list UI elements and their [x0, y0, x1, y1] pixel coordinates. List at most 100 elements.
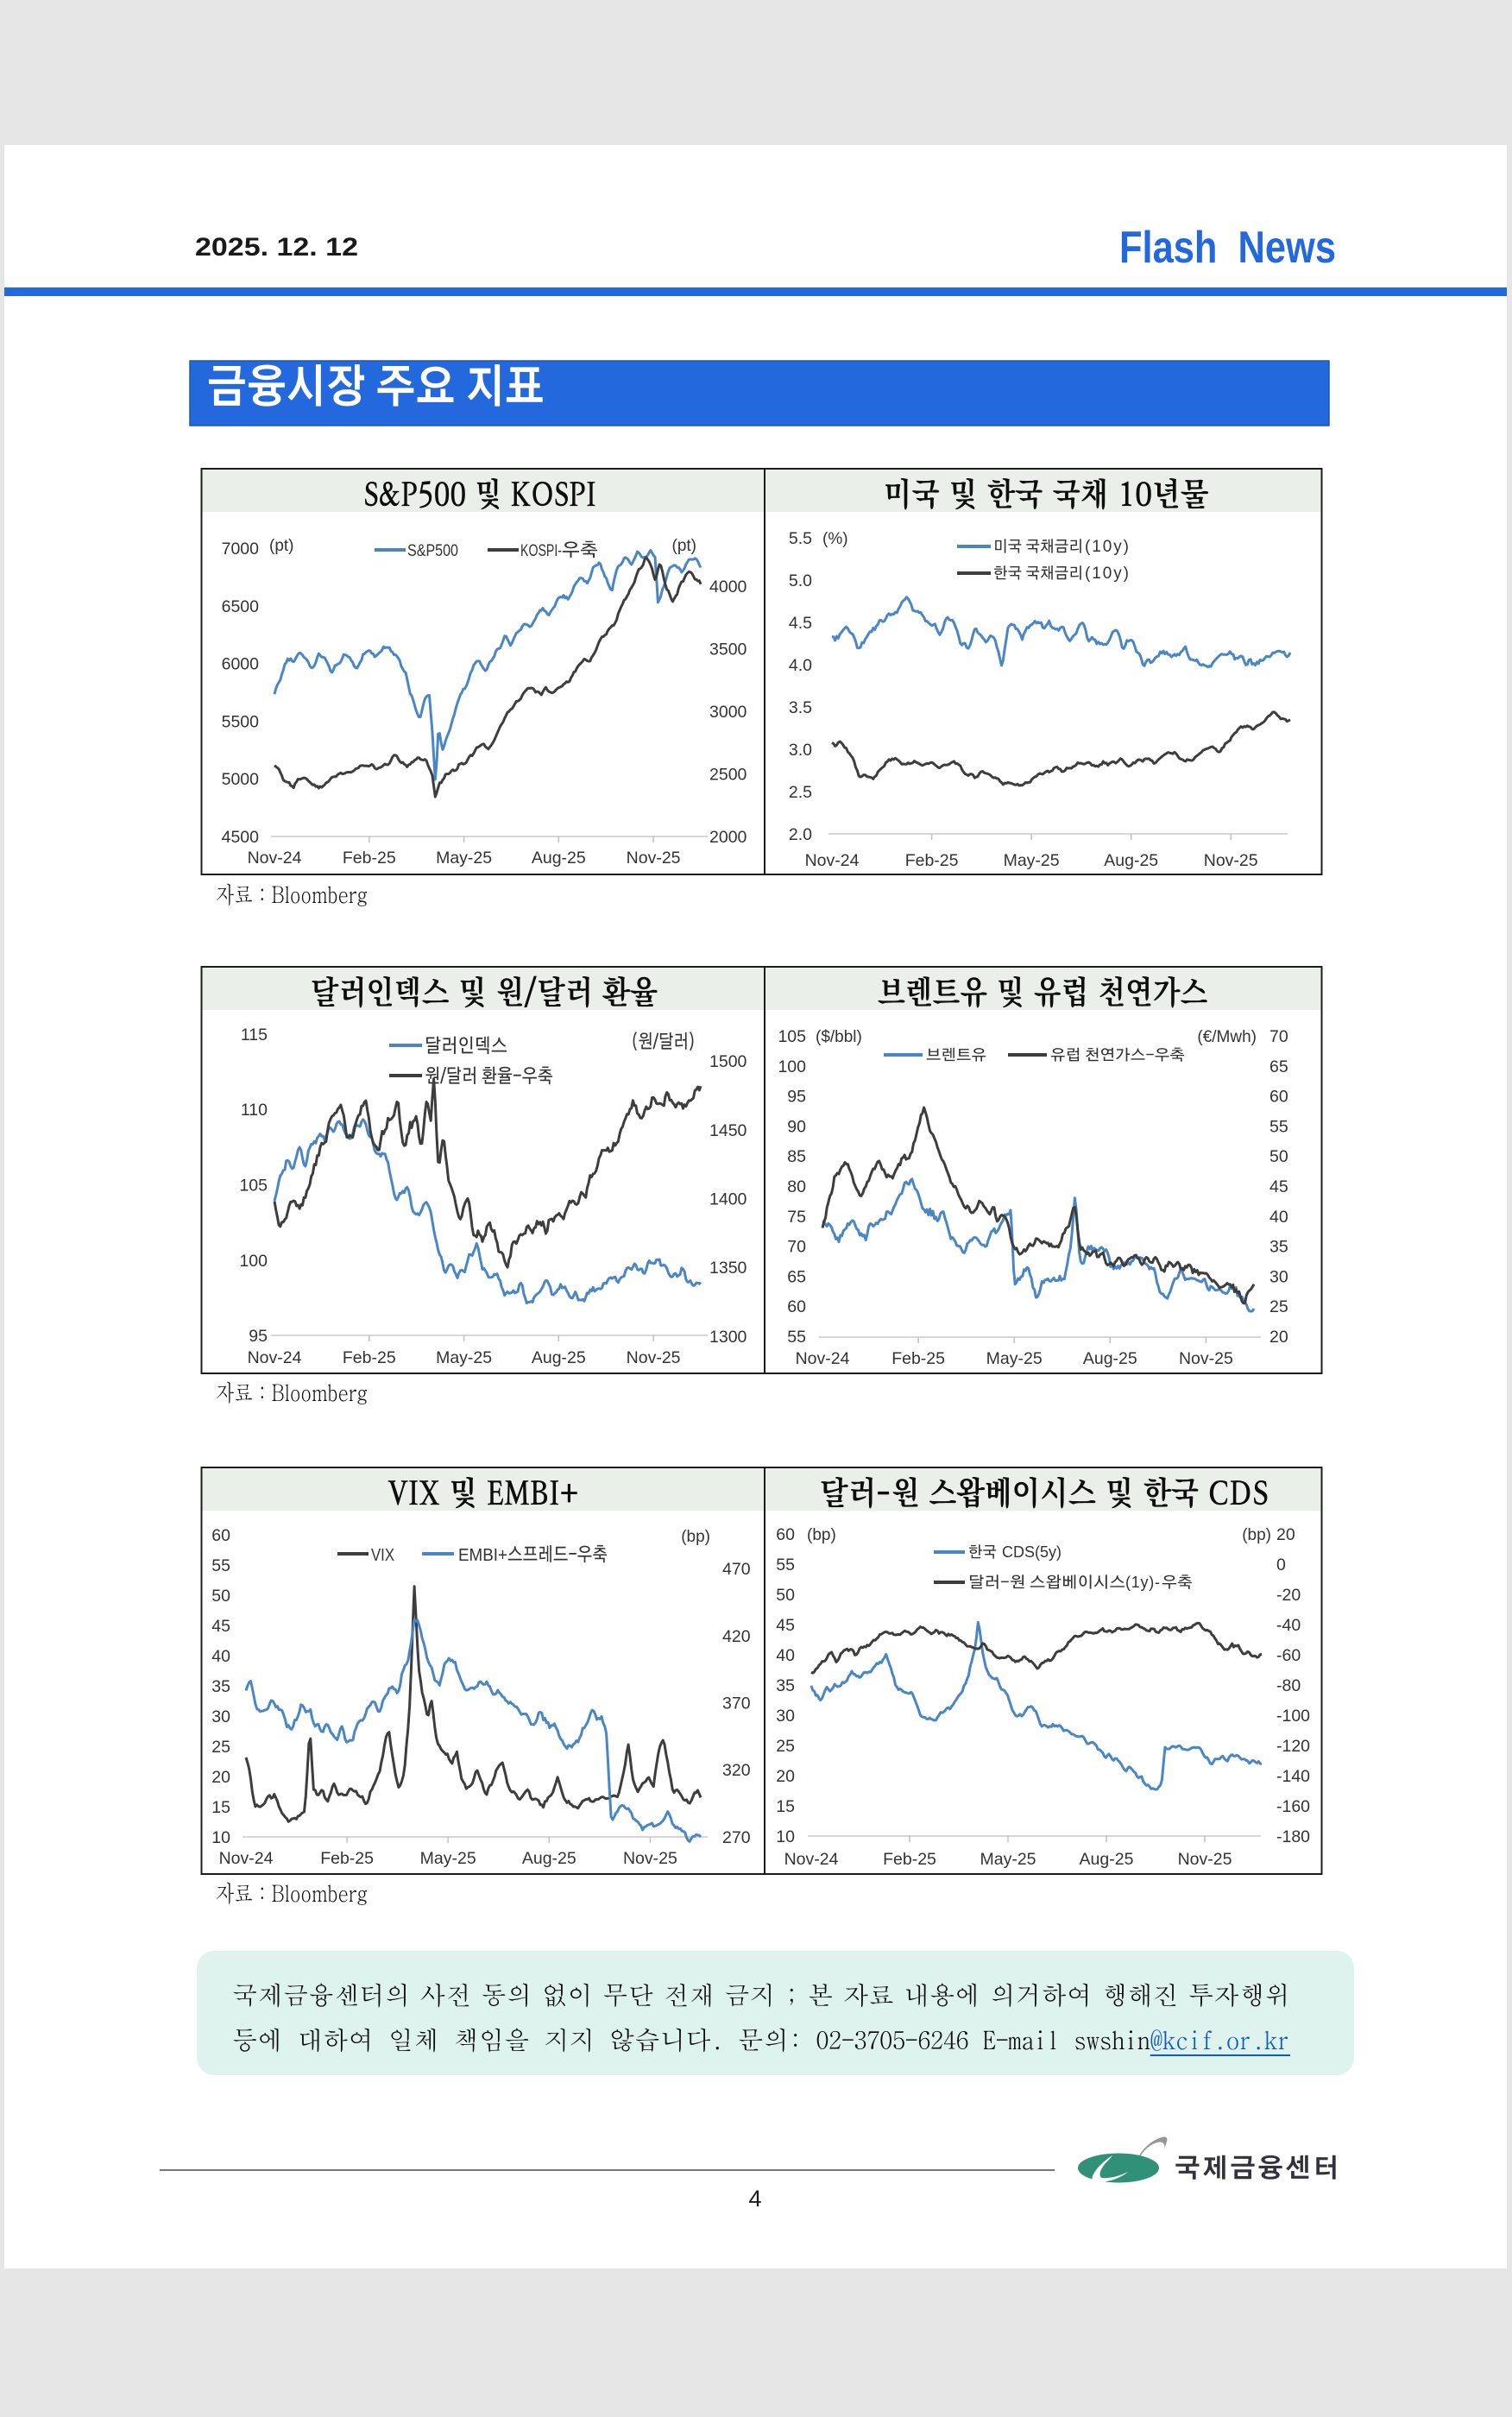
svg-text:70: 70 — [787, 1238, 806, 1257]
svg-text:Feb-25: Feb-25 — [343, 1348, 396, 1367]
svg-text:Nov-25: Nov-25 — [627, 1348, 681, 1367]
svg-text:Feb-25: Feb-25 — [891, 1349, 945, 1368]
svg-text:4500: 4500 — [222, 828, 260, 847]
svg-text:20: 20 — [1276, 1525, 1295, 1544]
svg-text:5.5: 5.5 — [789, 529, 812, 548]
svg-text:4.5: 4.5 — [789, 614, 812, 633]
svg-text:90: 90 — [787, 1117, 806, 1136]
svg-text:3.5: 3.5 — [789, 698, 812, 717]
svg-text:Nov-24: Nov-24 — [248, 849, 302, 868]
svg-text:Aug-25: Aug-25 — [532, 1348, 586, 1367]
svg-text:5000: 5000 — [222, 770, 260, 789]
svg-text:Feb-25: Feb-25 — [320, 1849, 374, 1868]
svg-text:-120: -120 — [1276, 1737, 1310, 1756]
svg-text:65: 65 — [787, 1267, 806, 1286]
svg-text:Feb-25: Feb-25 — [905, 851, 959, 870]
svg-text:4000: 4000 — [709, 577, 747, 596]
svg-text:3.0: 3.0 — [789, 741, 812, 760]
svg-text:May-25: May-25 — [436, 849, 492, 868]
svg-text:100: 100 — [778, 1057, 806, 1076]
svg-text:7000: 7000 — [222, 540, 260, 558]
svg-text:Nov-24: Nov-24 — [805, 851, 860, 870]
svg-text:(bp): (bp) — [1242, 1526, 1271, 1544]
svg-text:45: 45 — [211, 1617, 230, 1636]
svg-text:1500: 1500 — [709, 1052, 747, 1071]
svg-text:60: 60 — [787, 1297, 806, 1316]
svg-text:45: 45 — [776, 1616, 795, 1635]
svg-text:Nov-24: Nov-24 — [248, 1348, 302, 1367]
svg-text:60: 60 — [1269, 1088, 1288, 1107]
svg-text:May-25: May-25 — [1004, 851, 1060, 870]
svg-text:1350: 1350 — [709, 1259, 747, 1278]
svg-text:115: 115 — [241, 1025, 268, 1044]
svg-text:60: 60 — [776, 1525, 795, 1544]
svg-text:(bp): (bp) — [807, 1526, 836, 1544]
svg-text:50: 50 — [211, 1587, 230, 1606]
svg-text:370: 370 — [722, 1694, 751, 1713]
svg-text:75: 75 — [787, 1208, 806, 1227]
svg-text:-60: -60 — [1276, 1646, 1301, 1665]
svg-text:(€/Mwh): (€/Mwh) — [1197, 1028, 1257, 1046]
svg-text:(%): (%) — [822, 530, 848, 548]
svg-text:70: 70 — [1269, 1027, 1288, 1046]
svg-text:80: 80 — [787, 1177, 806, 1196]
svg-text:Aug-25: Aug-25 — [522, 1849, 576, 1868]
svg-text:25: 25 — [1269, 1297, 1288, 1316]
svg-text:-180: -180 — [1276, 1827, 1310, 1846]
svg-text:Aug-25: Aug-25 — [1080, 1850, 1134, 1869]
svg-text:40: 40 — [211, 1647, 230, 1666]
svg-text:VIX: VIX — [371, 1546, 394, 1565]
svg-text:95: 95 — [249, 1327, 268, 1346]
svg-text:40: 40 — [1269, 1208, 1288, 1227]
svg-text:(bp): (bp) — [681, 1528, 710, 1546]
svg-text:65: 65 — [1269, 1057, 1288, 1076]
svg-text:May-25: May-25 — [980, 1850, 1036, 1869]
svg-text:Nov-24: Nov-24 — [784, 1850, 839, 1869]
svg-text:20: 20 — [211, 1768, 230, 1787]
svg-text:Nov-25: Nov-25 — [623, 1849, 677, 1868]
svg-text:55: 55 — [1269, 1117, 1288, 1136]
svg-text:1400: 1400 — [709, 1190, 747, 1209]
svg-text:EMBI+: EMBI+ — [458, 1546, 507, 1565]
svg-text:1300: 1300 — [709, 1328, 747, 1347]
svg-text:5.0: 5.0 — [789, 571, 812, 590]
svg-text:-140: -140 — [1276, 1767, 1310, 1786]
svg-text:S&P500: S&P500 — [407, 542, 458, 560]
svg-text:($/bbl): ($/bbl) — [816, 1028, 862, 1046]
svg-text:2500: 2500 — [709, 766, 747, 785]
svg-text:270: 270 — [722, 1828, 751, 1847]
svg-text:May-25: May-25 — [436, 1348, 492, 1367]
svg-text:1450: 1450 — [709, 1121, 747, 1140]
svg-text:50: 50 — [1269, 1147, 1288, 1166]
svg-text:5500: 5500 — [222, 712, 260, 731]
svg-text:4.0: 4.0 — [789, 656, 812, 675]
svg-text:2025. 12. 12: 2025. 12. 12 — [195, 233, 358, 262]
svg-text:45: 45 — [1269, 1177, 1288, 1196]
svg-text:(10y): (10y) — [1085, 565, 1129, 583]
svg-text:55: 55 — [211, 1556, 230, 1575]
svg-text:Nov-25: Nov-25 — [1204, 851, 1258, 870]
svg-text:470: 470 — [722, 1560, 751, 1579]
svg-text:4: 4 — [748, 2186, 761, 2212]
svg-text:Feb-25: Feb-25 — [343, 849, 396, 868]
svg-text:105: 105 — [778, 1027, 806, 1046]
svg-text:35: 35 — [776, 1676, 795, 1695]
svg-text:May-25: May-25 — [986, 1349, 1043, 1368]
svg-text:420: 420 — [722, 1627, 751, 1646]
svg-text:(10y): (10y) — [1085, 538, 1129, 556]
svg-text:35: 35 — [211, 1677, 230, 1696]
svg-text:2000: 2000 — [709, 828, 747, 847]
svg-text:10: 10 — [776, 1827, 795, 1846]
svg-text:30: 30 — [1269, 1267, 1288, 1286]
svg-text:85: 85 — [787, 1147, 806, 1166]
svg-text:Nov-24: Nov-24 — [219, 1849, 274, 1868]
svg-text:-20: -20 — [1276, 1586, 1301, 1605]
svg-text:Feb-25: Feb-25 — [883, 1850, 936, 1869]
svg-text:320: 320 — [722, 1761, 751, 1780]
svg-text:KOSPI-: KOSPI- — [520, 542, 562, 560]
svg-text:-100: -100 — [1276, 1707, 1310, 1726]
svg-text:50: 50 — [776, 1586, 795, 1605]
svg-text:CDS(5y): CDS(5y) — [1002, 1543, 1062, 1561]
svg-text:2.0: 2.0 — [789, 825, 812, 844]
svg-text:6500: 6500 — [222, 597, 260, 616]
